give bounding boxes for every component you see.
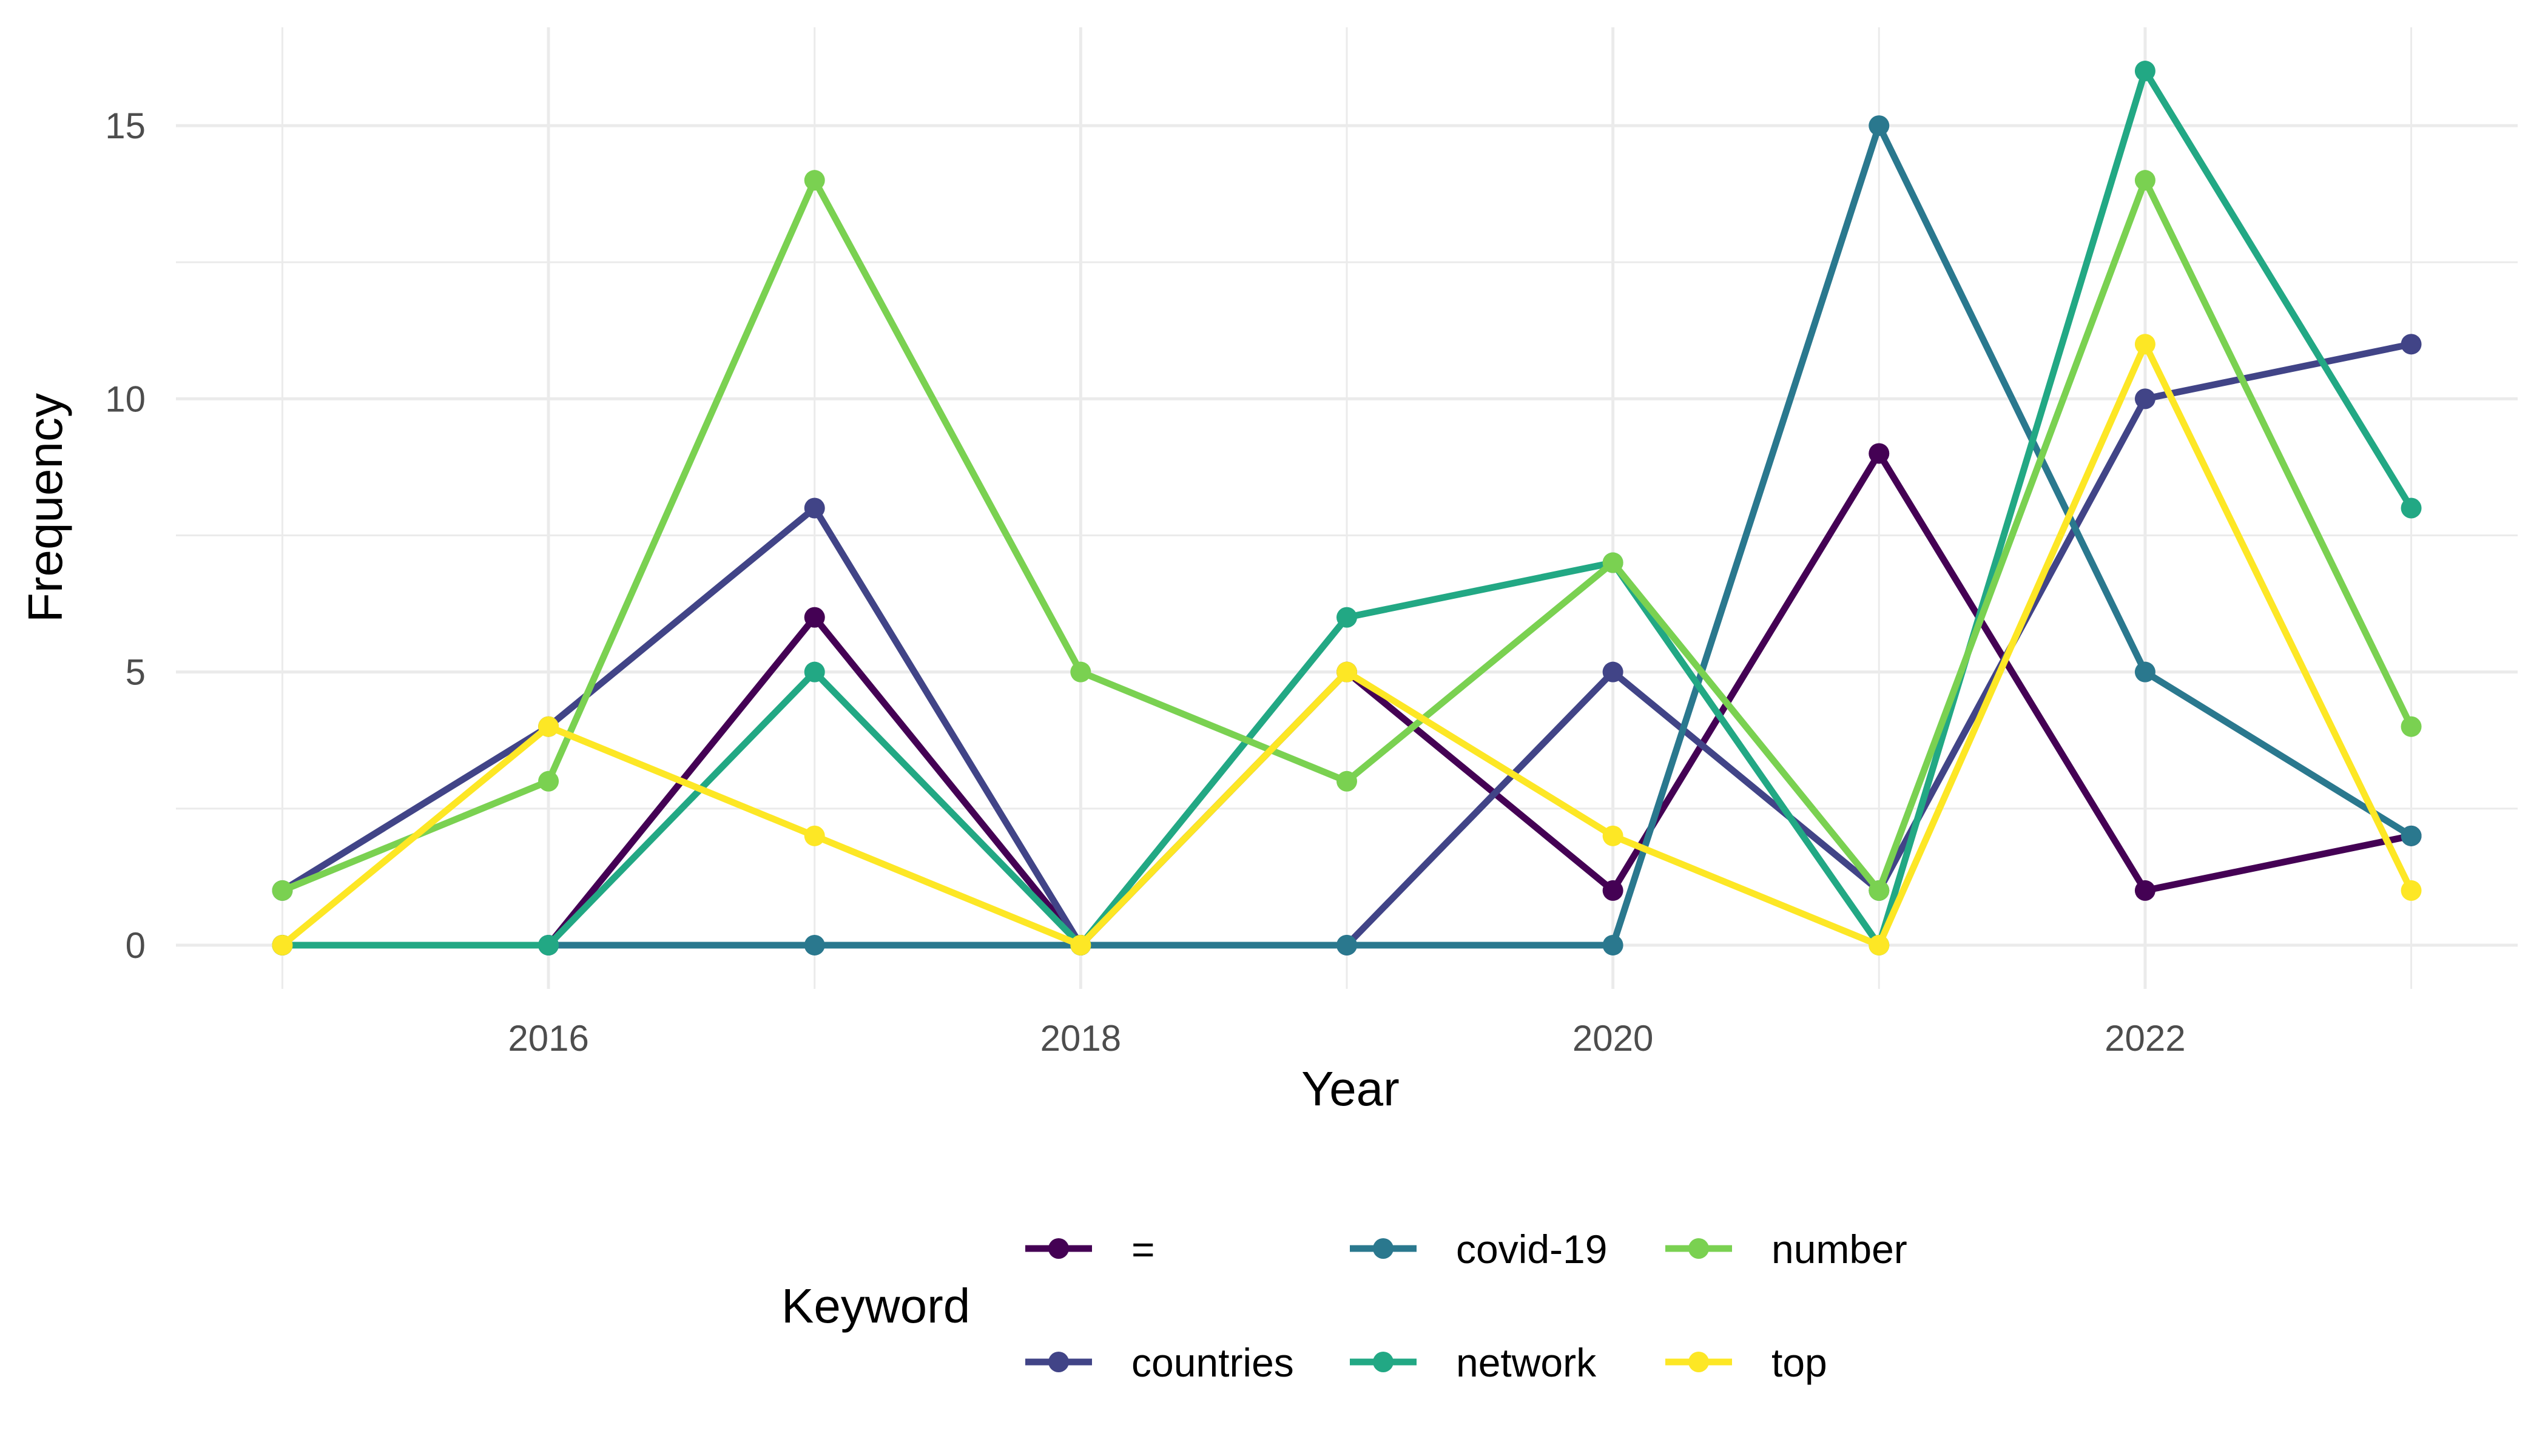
legend-item: covid-19: [1350, 1227, 1607, 1272]
legend-key-point: [1373, 1238, 1394, 1259]
x-axis-title: Year: [1301, 1062, 1400, 1116]
data-point: [1070, 661, 1091, 682]
data-point: [2401, 716, 2422, 737]
legend-title: Keyword: [781, 1279, 970, 1333]
legend-item: network: [1350, 1340, 1597, 1385]
series-lines: [272, 61, 2422, 956]
y-tick-label: 10: [105, 379, 146, 419]
x-tick-label: 2018: [1040, 1018, 1121, 1059]
data-point: [2134, 661, 2155, 682]
legend-key-point: [1048, 1238, 1069, 1259]
legend-item: countries: [1025, 1340, 1294, 1385]
data-point: [2134, 61, 2155, 82]
x-tick-label: 2020: [1572, 1018, 1653, 1059]
series-top: [272, 334, 2422, 956]
data-point: [1602, 934, 1623, 956]
data-point: [1869, 443, 1890, 464]
data-point: [2134, 170, 2155, 191]
legend-item: =: [1025, 1227, 1155, 1272]
legend-key-point: [1688, 1238, 1709, 1259]
legend-item: top: [1665, 1340, 1827, 1385]
data-point: [804, 497, 825, 519]
data-point: [2401, 825, 2422, 846]
y-tick-label: 5: [126, 652, 146, 693]
data-point: [1070, 934, 1091, 956]
legend-key-point: [1048, 1352, 1069, 1372]
data-point: [1602, 552, 1623, 573]
y-tick-label: 0: [126, 925, 146, 966]
data-point: [2134, 388, 2155, 410]
data-point: [272, 880, 293, 901]
data-point: [272, 934, 293, 956]
series-number: [272, 170, 2422, 901]
legend-label: number: [1771, 1227, 1907, 1272]
data-point: [1602, 825, 1623, 846]
data-point: [1602, 661, 1623, 682]
y-tick-label: 15: [105, 106, 146, 146]
y-axis-title: Frequency: [18, 393, 72, 622]
legend-label: =: [1131, 1227, 1155, 1272]
tick-labels: 2016 2018 2020 2022 0 5 10 15: [105, 106, 2185, 1059]
data-point: [1602, 880, 1623, 901]
data-point: [804, 934, 825, 956]
legend-item: number: [1665, 1227, 1907, 1272]
data-point: [2134, 334, 2155, 355]
legend-label: network: [1456, 1340, 1597, 1385]
data-point: [1869, 934, 1890, 956]
data-point: [1336, 661, 1357, 682]
data-point: [804, 607, 825, 628]
data-point: [804, 825, 825, 846]
data-point: [2401, 497, 2422, 519]
x-tick-label: 2016: [508, 1018, 588, 1059]
data-point: [538, 716, 559, 737]
data-point: [1336, 770, 1357, 792]
data-point: [538, 770, 559, 792]
x-tick-label: 2022: [2105, 1018, 2185, 1059]
data-point: [1869, 880, 1890, 901]
data-point: [1869, 115, 1890, 136]
grid: [176, 27, 2518, 989]
legend-label: countries: [1131, 1340, 1294, 1385]
legend-label: covid-19: [1456, 1227, 1607, 1272]
legend-key-point: [1688, 1352, 1709, 1372]
data-point: [804, 661, 825, 682]
data-point: [538, 934, 559, 956]
data-point: [2401, 880, 2422, 901]
legend-key-point: [1373, 1352, 1394, 1372]
data-point: [2401, 334, 2422, 355]
legend-label: top: [1771, 1340, 1827, 1385]
data-point: [804, 170, 825, 191]
data-point: [1336, 607, 1357, 628]
data-point: [2134, 880, 2155, 901]
legend: Keyword = countries covid-19 network number t…: [781, 1227, 1907, 1385]
data-point: [1336, 934, 1357, 956]
